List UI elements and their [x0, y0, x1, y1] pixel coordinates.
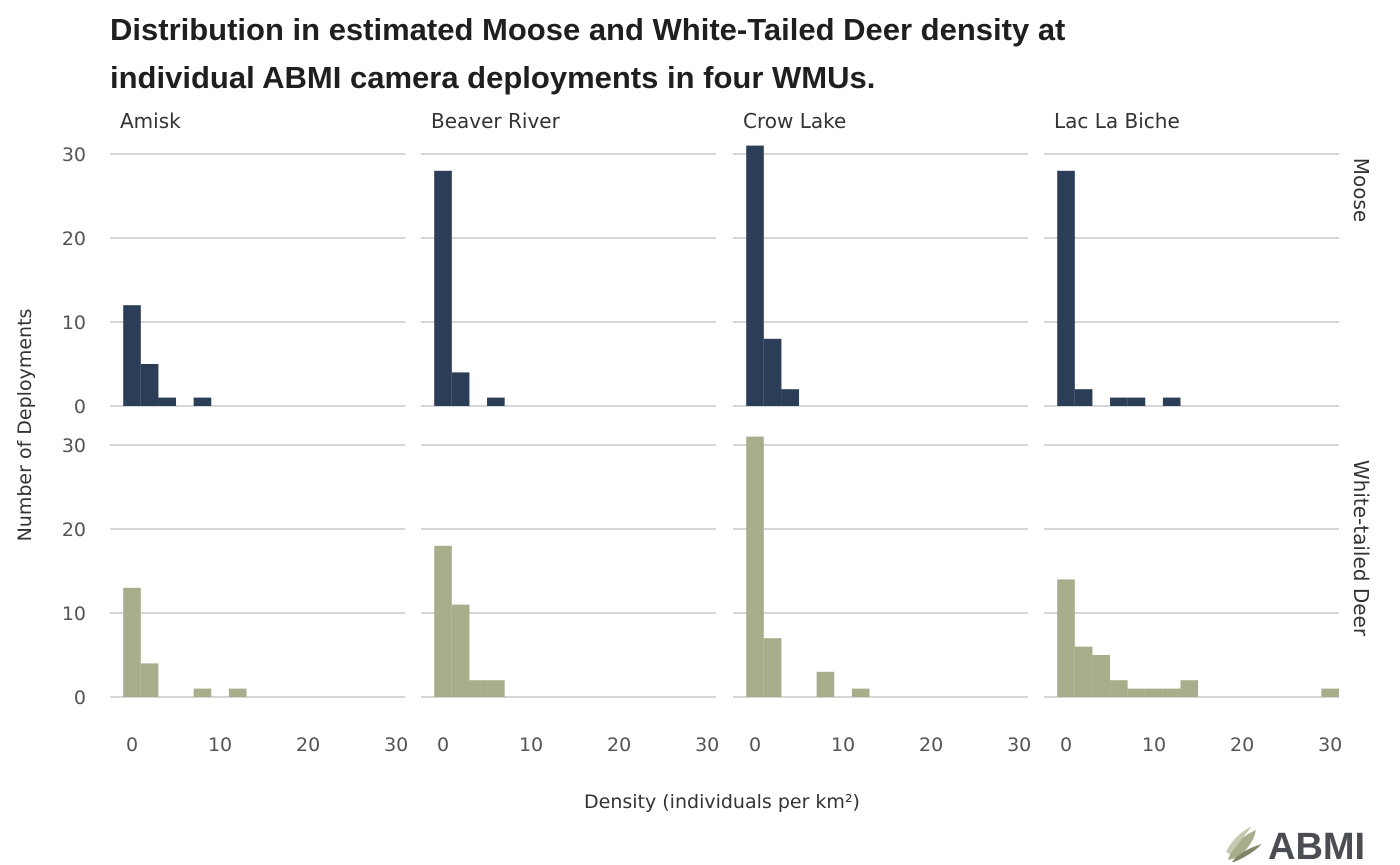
- histogram-bar: [1162, 688, 1181, 697]
- chart-title-line-2: individual ABMI camera deployments in fo…: [110, 60, 876, 95]
- y-tick-label: 30: [62, 435, 86, 457]
- x-tick-label: 10: [519, 734, 543, 756]
- x-tick-label: 10: [208, 734, 232, 756]
- chart-title-line-1: Distribution in estimated Moose and Whit…: [110, 12, 1066, 47]
- facet-column-label: Crow Lake: [743, 109, 846, 133]
- histogram-bar: [193, 688, 212, 697]
- x-tick-label: 0: [749, 734, 761, 756]
- histogram-bar: [781, 389, 800, 406]
- x-tick-label: 30: [1007, 734, 1031, 756]
- leaf-icon: [1226, 826, 1262, 862]
- x-tick-label: 10: [831, 734, 855, 756]
- x-tick-label: 0: [126, 734, 138, 756]
- x-tick-label: 20: [607, 734, 631, 756]
- logo-text: ABMI: [1268, 826, 1365, 864]
- histogram-bar: [158, 397, 177, 406]
- facet-column-label: Beaver River: [431, 109, 561, 133]
- histogram-bar: [746, 145, 764, 406]
- histogram-bar: [746, 436, 764, 697]
- facet-row-label: White-tailed Deer: [1349, 460, 1373, 637]
- x-tick-label: 0: [437, 734, 449, 756]
- histogram-bar: [1110, 397, 1128, 406]
- histogram-bar: [1127, 688, 1146, 697]
- histogram-bar: [140, 364, 159, 406]
- histogram-bar: [1145, 688, 1163, 697]
- y-tick-label: 10: [62, 603, 86, 625]
- histogram-bar: [228, 688, 247, 697]
- histogram-bar: [1057, 170, 1075, 406]
- histogram-bar: [140, 663, 159, 697]
- histogram-bar: [1321, 688, 1339, 697]
- histogram-bar: [1110, 680, 1128, 697]
- y-tick-label: 20: [62, 228, 86, 250]
- y-tick-label: 10: [62, 312, 86, 334]
- x-tick-label: 20: [1230, 734, 1254, 756]
- abmi-logo: ABMI: [1226, 826, 1365, 864]
- histogram-bar: [487, 680, 505, 697]
- x-axis-label: Density (individuals per km²): [584, 791, 860, 813]
- x-tick-label: 20: [296, 734, 320, 756]
- histogram-bar: [1092, 655, 1111, 697]
- y-tick-label: 30: [62, 144, 86, 166]
- histogram-bar: [434, 170, 452, 406]
- x-tick-label: 0: [1060, 734, 1072, 756]
- facet-row-label: Moose: [1349, 158, 1373, 222]
- x-tick-label: 30: [384, 734, 408, 756]
- x-tick-label: 30: [695, 734, 719, 756]
- histogram-bar: [487, 397, 505, 406]
- histogram-bar: [469, 680, 488, 697]
- histogram-bar: [816, 671, 835, 697]
- histogram-bar: [451, 604, 470, 697]
- histogram-bar: [1057, 579, 1075, 697]
- histogram-bar: [1162, 397, 1181, 406]
- facet-column-label: Lac La Biche: [1054, 109, 1180, 133]
- y-tick-label: 20: [62, 519, 86, 541]
- y-tick-label: 0: [74, 396, 86, 418]
- histogram-bar: [1074, 646, 1093, 697]
- histogram-bar: [123, 587, 141, 697]
- x-tick-label: 20: [919, 734, 943, 756]
- histogram-bar: [434, 545, 452, 697]
- facet-column-label: Amisk: [120, 109, 181, 133]
- histogram-bar: [193, 397, 212, 406]
- y-tick-label: 0: [74, 687, 86, 709]
- histogram-bar: [1074, 389, 1093, 406]
- chart-title: Distribution in estimated Moose and Whit…: [110, 6, 1310, 102]
- histogram-bar: [763, 338, 782, 406]
- histogram-bar: [1127, 397, 1146, 406]
- x-tick-label: 10: [1142, 734, 1166, 756]
- histogram-bar: [851, 688, 870, 697]
- histogram-bar: [763, 638, 782, 697]
- histogram-bar: [1180, 680, 1199, 697]
- y-axis-label: Number of Deployments: [14, 309, 36, 542]
- histogram-bar: [123, 305, 141, 406]
- histogram-bar: [451, 372, 470, 406]
- x-tick-label: 30: [1318, 734, 1342, 756]
